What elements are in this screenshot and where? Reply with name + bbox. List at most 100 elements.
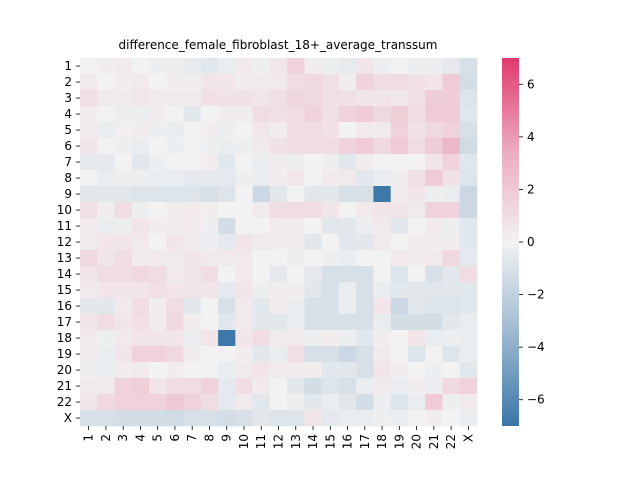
heatmap-cell — [97, 362, 115, 379]
heatmap-cell — [149, 250, 167, 267]
x-tick-label: 20 — [410, 434, 424, 449]
heatmap-cell — [425, 394, 443, 411]
heatmap-cell — [442, 346, 461, 363]
heatmap-cell — [97, 298, 115, 315]
heatmap-cell — [356, 362, 374, 379]
heatmap-cell — [114, 314, 133, 331]
x-tick-label: 2 — [99, 434, 113, 442]
heatmap-cell — [183, 154, 202, 171]
heatmap-cell — [166, 298, 184, 315]
heatmap-cell — [407, 170, 426, 187]
heatmap-cell — [166, 138, 184, 155]
x-tick-label: 22 — [444, 434, 458, 449]
heatmap-cell — [200, 106, 219, 123]
heatmap-cell — [200, 394, 219, 411]
y-tick-label: 2 — [64, 75, 72, 89]
heatmap-cell — [200, 298, 219, 315]
heatmap-cell — [287, 58, 305, 75]
x-axis-ticks: 1 2 3 4 5 6 7 8 9 10 11 12 13 14 15 16 17 18 19 20 21 22 X — [82, 426, 475, 449]
heatmap-cell — [425, 90, 443, 107]
heatmap-cell — [407, 138, 426, 155]
heatmap-cell — [131, 106, 150, 123]
heatmap-cell — [200, 346, 219, 363]
y-tick-label: 11 — [57, 219, 72, 233]
heatmap-cell — [373, 186, 391, 203]
heatmap-cell — [442, 330, 461, 347]
heatmap-cell — [200, 218, 219, 235]
heatmap-cell — [304, 250, 322, 267]
heatmap-cell — [80, 234, 98, 251]
heatmap-cell — [269, 330, 288, 347]
heatmap-cell — [373, 234, 391, 251]
heatmap-cell — [269, 154, 288, 171]
heatmap-cell — [321, 138, 340, 155]
heatmap-cell — [287, 122, 305, 139]
heatmap-cell — [356, 234, 374, 251]
heatmap-cell — [442, 298, 461, 315]
heatmap-cell — [390, 314, 409, 331]
heatmap-cell — [287, 90, 305, 107]
y-tick-label: 3 — [64, 91, 72, 105]
heatmap-cell — [183, 410, 202, 427]
heatmap-cell — [407, 106, 426, 123]
heatmap-cells — [80, 58, 478, 427]
heatmap-cell — [287, 154, 305, 171]
heatmap-cell — [425, 122, 443, 139]
heatmap-cell — [200, 266, 219, 283]
heatmap-cell — [114, 218, 133, 235]
heatmap-cell — [166, 410, 184, 427]
heatmap-cell — [338, 106, 357, 123]
heatmap-cell — [287, 170, 305, 187]
heatmap-cell — [304, 138, 322, 155]
heatmap-cell — [356, 218, 374, 235]
heatmap-cell — [252, 314, 271, 331]
x-tick-label: 19 — [392, 434, 406, 449]
heatmap-cell — [390, 90, 409, 107]
heatmap-cell — [356, 106, 374, 123]
heatmap-cell — [200, 58, 219, 75]
heatmap-cell — [114, 58, 133, 75]
heatmap-cell — [373, 90, 391, 107]
heatmap-cell — [304, 90, 322, 107]
heatmap-cell — [390, 154, 409, 171]
heatmap-cell — [218, 186, 236, 203]
heatmap-cell — [356, 266, 374, 283]
heatmap-cell — [183, 218, 202, 235]
heatmap-cell — [218, 330, 236, 347]
heatmap-cell — [131, 250, 150, 267]
heatmap-cell — [459, 410, 478, 427]
heatmap-cell — [321, 58, 340, 75]
heatmap-cell — [338, 282, 357, 299]
heatmap-cell — [425, 154, 443, 171]
heatmap-cell — [407, 362, 426, 379]
heatmap-cell — [407, 282, 426, 299]
heatmap-cell — [200, 250, 219, 267]
y-tick-label: 17 — [57, 315, 72, 329]
heatmap-cell — [218, 202, 236, 219]
heatmap-cell — [304, 154, 322, 171]
heatmap-cell — [390, 346, 409, 363]
heatmap-cell — [425, 170, 443, 187]
heatmap-cell — [269, 410, 288, 427]
heatmap-cell — [390, 186, 409, 203]
heatmap-cell — [338, 74, 357, 91]
chart-title: difference_female_fibroblast_18+_average… — [119, 38, 438, 52]
heatmap-cell — [425, 250, 443, 267]
heatmap-cell — [338, 90, 357, 107]
heatmap-cell — [356, 154, 374, 171]
heatmap-cell — [114, 410, 133, 427]
heatmap-cell — [338, 202, 357, 219]
heatmap-cell — [390, 202, 409, 219]
heatmap-cell — [218, 394, 236, 411]
heatmap-cell — [235, 250, 253, 267]
heatmap-cell — [338, 314, 357, 331]
heatmap-cell — [442, 250, 461, 267]
x-tick-label: 6 — [168, 434, 182, 442]
heatmap-cell — [166, 346, 184, 363]
heatmap-cell — [218, 58, 236, 75]
y-tick-label: 14 — [57, 267, 72, 281]
heatmap-cell — [269, 282, 288, 299]
heatmap-cell — [114, 186, 133, 203]
heatmap-cell — [338, 330, 357, 347]
heatmap-cell — [149, 234, 167, 251]
